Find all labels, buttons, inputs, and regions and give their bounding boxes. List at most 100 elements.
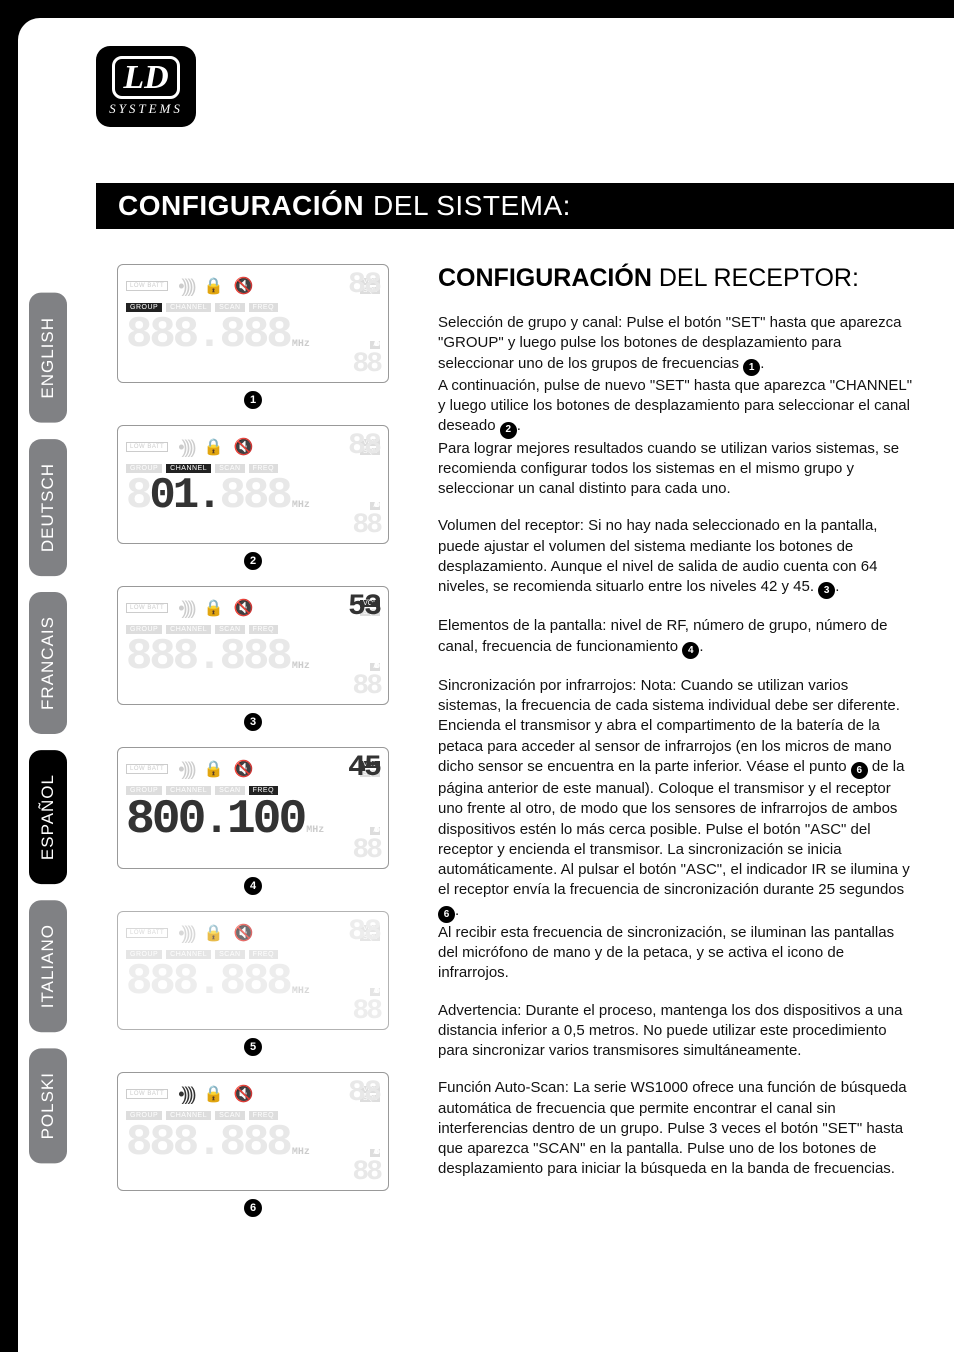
right-column: CONFIGURACIÓN DEL RECEPTOR: Selección de…	[438, 264, 914, 1272]
big-right: 888	[220, 310, 290, 360]
add-label: ADD	[370, 827, 380, 835]
lowbatt-label: LOW BATT	[126, 603, 168, 613]
big-left: 888	[126, 1118, 196, 1168]
logo-bottom: SYSTEMS	[109, 101, 183, 117]
lcd-screen-5: LOW BATT•))))🔒🔇VOLSQL88GROUPCHANNELSCANF…	[117, 911, 389, 1030]
left-column: LOW BATT•))))🔒🔇VOLSQL88GROUPCHANNELSCANF…	[108, 264, 398, 1272]
big-right: 100	[227, 793, 304, 847]
logo-top: LD	[112, 56, 179, 99]
title-bold: CONFIGURACIÓN	[118, 190, 364, 222]
page-title: CONFIGURACIÓN DEL SISTEMA:	[96, 183, 954, 229]
lock-icon: 🔒	[204, 437, 224, 457]
ref-4: 4	[682, 642, 699, 659]
big-right: 888	[220, 957, 290, 1007]
paragraph-3: Elementos de la pantalla: nivel de RF, n…	[438, 616, 914, 659]
antenna-icon: •))))	[178, 1084, 193, 1105]
lowbatt-label: LOW BATT	[126, 764, 168, 774]
lowbatt-label: LOW BATT	[126, 928, 168, 938]
mute-icon: 🔇	[233, 598, 253, 618]
vol-value: 88	[348, 429, 380, 463]
freq-display: 888.888MHzADD88	[126, 310, 380, 380]
antenna-icon: •))))	[178, 923, 193, 944]
tab-francais[interactable]: FRANCAIS	[29, 592, 67, 734]
lock-icon: 🔒	[204, 598, 224, 618]
paragraph-1: Selección de grupo y canal: Pulse el bot…	[438, 313, 914, 499]
freq-display: 801.888MHzADD88	[126, 471, 380, 541]
ref-3: 3	[818, 582, 835, 599]
lock-icon: 🔒	[204, 1084, 224, 1104]
mhz-label: MHz	[292, 661, 310, 672]
caption-1: 1	[244, 391, 262, 409]
vol-value: 88	[348, 1076, 380, 1110]
mute-icon: 🔇	[233, 759, 253, 779]
add-value: 88	[352, 1157, 380, 1188]
add-label: ADD	[370, 502, 380, 510]
add-value: 88	[352, 349, 380, 380]
mute-icon: 🔇	[233, 1084, 253, 1104]
big-left: 888	[126, 310, 196, 360]
mhz-label: MHz	[292, 1147, 310, 1158]
vol-value: 88	[348, 915, 380, 949]
antenna-icon: •))))	[178, 437, 193, 458]
content: LOW BATT•))))🔒🔇VOLSQL88GROUPCHANNELSCANF…	[108, 264, 914, 1272]
big-left: 888	[126, 632, 196, 682]
heading-bold: CONFIGURACIÓN	[438, 264, 652, 292]
heading-rest: DEL RECEPTOR:	[659, 264, 859, 292]
add-label: ADD	[370, 1149, 380, 1157]
antenna-icon: •))))	[178, 276, 193, 297]
antenna-icon: •))))	[178, 598, 193, 619]
lowbatt-label: LOW BATT	[126, 442, 168, 452]
paragraph-6: Función Auto-Scan: La serie WS1000 ofrec…	[438, 1078, 914, 1179]
caption-5: 5	[244, 1038, 262, 1056]
big-left: 800	[126, 793, 203, 847]
paragraph-5: Advertencia: Durante el proceso, manteng…	[438, 1001, 914, 1062]
big-left: 801	[126, 471, 196, 521]
tab-español[interactable]: ESPAÑOL	[29, 750, 67, 884]
language-tabs: ENGLISH DEUTSCH FRANCAIS ESPAÑOL ITALIANO POL…	[29, 293, 67, 1163]
tab-italiano[interactable]: ITALIANO	[29, 900, 67, 1032]
title-rest: DEL SISTEMA:	[373, 190, 571, 222]
add-label: ADD	[370, 988, 380, 996]
lcd-screen-2: LOW BATT•))))🔒🔇VOLSQL88GROUPCHANNELSCANF…	[117, 425, 389, 544]
lock-icon: 🔒	[204, 276, 224, 296]
add-value: 88	[352, 671, 380, 702]
antenna-icon: •))))	[178, 759, 193, 780]
lock-icon: 🔒	[204, 759, 224, 779]
ref-2: 2	[500, 422, 517, 439]
big-left: 888	[126, 957, 196, 1007]
mute-icon: 🔇	[233, 276, 253, 296]
vol-value: 45	[348, 751, 380, 785]
add-value: 88	[352, 835, 380, 866]
paragraph-2: Volumen del receptor: Si no hay nada sel…	[438, 516, 914, 599]
caption-6: 6	[244, 1199, 262, 1217]
lcd-screen-3: LOW BATT•))))🔒🔇VOLSQL53GROUPCHANNELSCANF…	[117, 586, 389, 705]
paragraph-4: Sincronización por infrarrojos: Nota: Cu…	[438, 676, 914, 984]
ref-6b: 6	[438, 906, 455, 923]
mute-icon: 🔇	[233, 437, 253, 457]
brand-logo: LD SYSTEMS	[96, 46, 196, 127]
tab-deutsch[interactable]: DEUTSCH	[29, 439, 67, 576]
add-value: 88	[352, 510, 380, 541]
ref-1: 1	[743, 359, 760, 376]
freq-display: 888.888MHzADD88	[126, 957, 380, 1027]
vol-value: 53	[348, 590, 380, 624]
lcd-screen-1: LOW BATT•))))🔒🔇VOLSQL88GROUPCHANNELSCANF…	[117, 264, 389, 383]
lcd-screen-4: LOW BATT•))))🔒🔇VOLSQL45GROUPCHANNELSCANF…	[117, 747, 389, 869]
lock-icon: 🔒	[204, 923, 224, 943]
caption-4: 4	[244, 877, 262, 895]
tab-polski[interactable]: POLSKI	[29, 1048, 67, 1163]
caption-3: 3	[244, 713, 262, 731]
mhz-label: MHz	[306, 825, 324, 836]
page-number: 72	[35, 1307, 57, 1330]
big-right: 888	[220, 632, 290, 682]
lowbatt-label: LOW BATT	[126, 281, 168, 291]
caption-2: 2	[244, 552, 262, 570]
add-label: ADD	[370, 341, 380, 349]
add-label: ADD	[370, 663, 380, 671]
freq-display: 888.888MHzADD88	[126, 632, 380, 702]
tab-english[interactable]: ENGLISH	[29, 293, 67, 423]
lowbatt-label: LOW BATT	[126, 1089, 168, 1099]
ref-6a: 6	[851, 762, 868, 779]
big-right: 888	[220, 471, 290, 521]
vol-value: 88	[348, 268, 380, 302]
